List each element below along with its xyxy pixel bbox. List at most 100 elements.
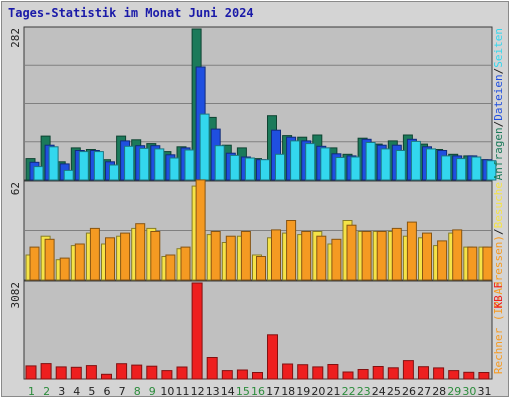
traffic-kb-bar (40, 363, 52, 380)
traffic-kb-bar (161, 370, 173, 380)
requests-seiten-bar (365, 142, 376, 181)
requests-bars (25, 28, 497, 181)
visitors-rechner-bar (89, 227, 100, 281)
requests-seiten-bar (244, 157, 255, 181)
traffic-kb-bar (101, 373, 112, 380)
x-day-label: 30 (462, 385, 476, 397)
traffic-kb-bar (206, 357, 218, 380)
x-day-label: 10 (160, 385, 174, 397)
requests-seiten-bar (154, 148, 165, 181)
visitors-rechner-bar (301, 231, 312, 281)
traffic-kb-bar (191, 282, 203, 380)
traffic-kb-bar (267, 334, 278, 380)
visitors-rechner-bar (165, 254, 176, 281)
visitors-rechner-bar (391, 227, 402, 281)
traffic-kb-bar (25, 365, 37, 380)
traffic-kb-bar (372, 366, 384, 380)
traffic-kb-bar (252, 372, 263, 380)
traffic-kb-bar (282, 363, 294, 380)
x-day-label: 14 (221, 385, 235, 397)
visitors-rechner-bar (331, 238, 342, 281)
x-day-label: 31 (478, 385, 492, 397)
traffic-kb-bar (342, 371, 354, 380)
requests-legend-entry: Dateien (492, 74, 505, 120)
traffic-kb-bar (433, 367, 445, 380)
visitors-y-max-label: 62 (9, 182, 22, 195)
requests-seiten-bar (78, 151, 89, 181)
requests-seiten-bar (260, 159, 270, 181)
requests-seiten-bar (275, 153, 285, 181)
visitors-rechner-bar (120, 232, 131, 281)
traffic-kb-bar (55, 366, 67, 380)
traffic-kb-bar (116, 363, 128, 380)
x-day-label: 29 (447, 385, 461, 397)
requests-seiten-bar (410, 140, 421, 181)
requests-legend-entry: Seiten (492, 28, 505, 68)
traffic-kb-bar (312, 366, 324, 380)
x-day-label: 18 (281, 385, 295, 397)
requests-seiten-bar (471, 156, 482, 181)
traffic-kb-bar (448, 370, 460, 380)
visitors-rechner-bar (361, 231, 372, 281)
traffic-kb-bar (131, 364, 143, 380)
requests-seiten-bar (335, 157, 346, 181)
x-day-label: 15 (236, 385, 250, 397)
x-day-label: 12 (191, 385, 205, 397)
x-day-label: 27 (417, 385, 431, 397)
x-day-label: 13 (206, 385, 220, 397)
traffic-kb-bar (236, 369, 248, 380)
requests-seiten-bar (199, 113, 210, 181)
visitors-rechner-bar (135, 223, 146, 281)
visitors-rechner-bar (376, 231, 387, 281)
requests-seiten-bar (229, 154, 240, 181)
requests-seiten-bar (290, 140, 301, 181)
visitors-panel: 62 Rechner (IP-Adressen)/Besuche (9, 179, 505, 374)
traffic-kb-bar (70, 366, 82, 380)
requests-seiten-bar (441, 155, 452, 181)
x-day-label: 6 (104, 385, 111, 397)
x-day-label: 21 (327, 385, 341, 397)
visitors-legend-entry: Rechner (IP-Adressen) (492, 235, 505, 374)
requests-seiten-bar (486, 160, 497, 181)
requests-legend: Anfragen/Dateien/Seiten (492, 28, 505, 180)
requests-seiten-bar (63, 169, 74, 181)
x-axis-labels: 1 2 3 4 5 6 7 8 9 10 11 12 13 14 15 16 17 18 19 20 21 22 23 24 2… (28, 385, 492, 397)
chart-title: Tages-Statistik im Monat Juni 2024 (8, 6, 254, 20)
visitors-rechner-bar (316, 235, 327, 281)
x-day-label: 26 (402, 385, 416, 397)
requests-seiten-bar (214, 145, 225, 181)
x-day-label: 1 (28, 385, 35, 397)
requests-seiten-bar (184, 149, 195, 181)
traffic-panel: 3082 KB F (9, 280, 505, 380)
requests-seiten-bar (139, 147, 150, 181)
requests-seiten-bar (93, 151, 104, 181)
visitors-rechner-bar (346, 224, 357, 281)
visitors-rechner-bar (210, 231, 221, 281)
requests-seiten-bar (320, 147, 331, 181)
visitors-rechner-bar (240, 231, 251, 281)
visitors-rechner-bar (105, 237, 115, 281)
requests-seiten-bar (109, 164, 119, 181)
visitors-rechner-bar (74, 243, 85, 281)
traffic-legend-entry: KB F (492, 282, 505, 309)
requests-seiten-bar (456, 158, 467, 181)
visitors-rechner-bar (437, 240, 448, 281)
traffic-kb-bar (478, 372, 490, 380)
requests-seiten-bar (380, 148, 391, 181)
visitors-rechner-bar (195, 179, 206, 281)
visitors-rechner-bar (59, 257, 70, 281)
requests-seiten-bar (48, 146, 59, 181)
visitors-rechner-bar (256, 256, 266, 281)
x-day-label: 19 (296, 385, 310, 397)
x-day-label: 11 (176, 385, 190, 397)
x-day-label: 28 (432, 385, 446, 397)
visitors-rechner-bar (406, 221, 417, 281)
visitors-rechner-bar (180, 246, 191, 281)
traffic-kb-bar (146, 365, 158, 380)
requests-seiten-bar (305, 143, 316, 181)
requests-seiten-bar (169, 157, 180, 181)
visitors-rechner-bar (452, 229, 463, 281)
visitors-rechner-bar (422, 232, 432, 281)
visitors-legend-entry: Besuche (492, 182, 505, 228)
